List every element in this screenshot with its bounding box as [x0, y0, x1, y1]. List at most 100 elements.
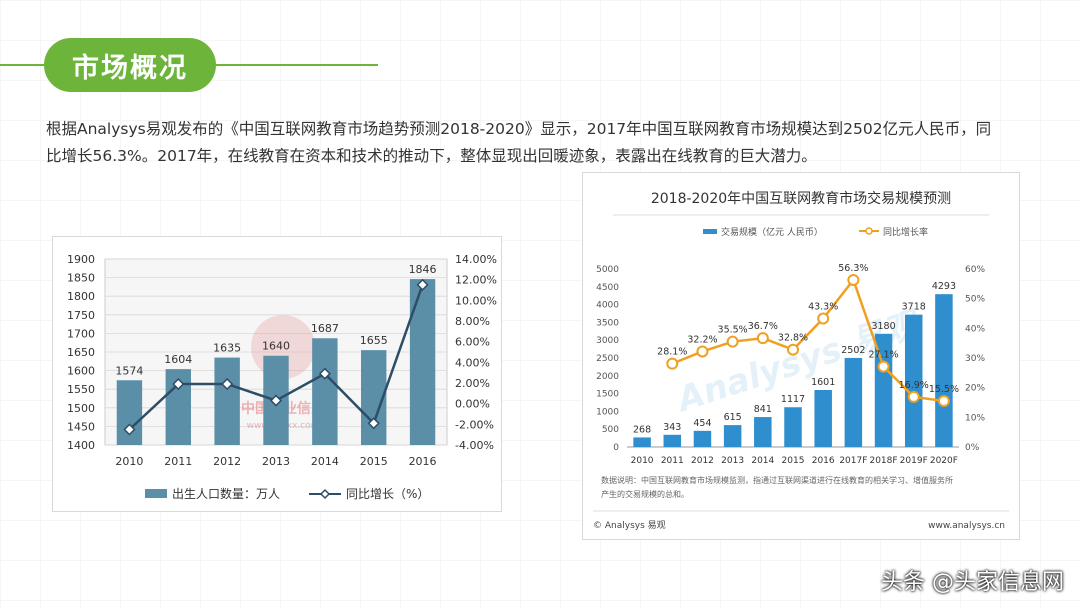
y-tick-label-left: 1000 [596, 407, 619, 417]
growth-line-point [817, 312, 830, 325]
x-tick-label: 2019F [900, 456, 928, 466]
y-tick-label-left: 1600 [67, 365, 95, 378]
y-tick-label-right: 0.00% [455, 398, 490, 411]
growth-line-point [847, 273, 860, 286]
bar-value-label: 1640 [262, 340, 290, 353]
y-tick-label-right: 0% [965, 443, 980, 453]
note-text: 产生的交易规模的总和。 [601, 489, 689, 499]
growth-line-point [367, 417, 380, 430]
growth-line-label: 36.7% [748, 321, 778, 332]
note-text: 数据说明：中国互联网教育市场规模监测，指通过互联网渠道进行在线教育的相关学习、增… [601, 475, 953, 485]
growth-line-point [221, 377, 234, 391]
growth-line-label: 16.9% [899, 380, 929, 391]
bar [935, 294, 953, 447]
y-tick-label-right: 20% [965, 384, 985, 394]
education-market-chart-panel: 2018-2020年中国互联网教育市场交易规模预测交易规模（亿元 人民币） 同比增… [582, 172, 1020, 540]
y-tick-label-left: 2500 [596, 354, 619, 364]
bar [844, 357, 863, 447]
legend-label-line: 同比增长率 [883, 226, 928, 238]
growth-line-point [877, 360, 890, 373]
growth-line-label: 56.3% [838, 263, 868, 274]
y-tick-label-left: 3500 [596, 318, 619, 328]
source-label: © Analysys 易观 [593, 520, 666, 531]
legend-swatch-line-marker [865, 227, 873, 235]
legend-label-bar: 交易规模（亿元 人民币） [721, 226, 823, 238]
growth-line-point [726, 335, 739, 348]
growth-line-point [937, 395, 950, 408]
bar-value-label: 1846 [409, 263, 437, 276]
y-tick-label-right: 12.00% [455, 274, 497, 287]
x-tick-label: 2016 [409, 455, 437, 468]
bar-value-label: 841 [754, 404, 772, 415]
x-tick-label: 2013 [721, 456, 744, 466]
legend-swatch-bar [703, 229, 717, 234]
growth-line-label: 43.3% [808, 302, 838, 313]
legend-swatch-bar [145, 489, 167, 498]
growth-line-point [269, 394, 283, 407]
y-tick-label-left: 1500 [596, 390, 619, 400]
y-tick-label-right: 14.00% [455, 253, 497, 266]
y-tick-label-right: 6.00% [455, 336, 490, 349]
bar [312, 338, 338, 445]
bar [693, 430, 712, 447]
x-tick-label: 2018F [869, 456, 897, 466]
growth-line-label: 28.1% [657, 347, 687, 358]
bar-value-label: 454 [693, 418, 711, 429]
x-tick-label: 2010 [631, 456, 654, 466]
legend-label-line: 同比增长（%） [346, 487, 429, 501]
bar-value-label: 1601 [811, 377, 835, 388]
bar-value-label: 615 [724, 412, 742, 423]
x-tick-label: 2013 [262, 455, 290, 468]
birth-population-chart: 中国出生人口数量走势分析1900185018001750170016501600… [67, 220, 497, 501]
y-tick-label-left: 1550 [67, 383, 95, 396]
y-tick-label-right: 4.00% [455, 356, 490, 369]
y-tick-label-left: 1650 [67, 346, 95, 359]
growth-line-label: 32.8% [778, 333, 808, 344]
bar [754, 417, 772, 447]
watermark-text: 头条 @头家信息网 [881, 570, 1064, 595]
bar-value-label: 3718 [902, 302, 926, 313]
bar [409, 279, 436, 445]
y-tick-label-right: 30% [965, 354, 985, 364]
bar-value-label: 1687 [311, 322, 339, 335]
growth-line-label: 32.2% [687, 334, 717, 345]
x-tick-label: 2011 [164, 455, 192, 468]
bar-value-label: 343 [663, 422, 681, 433]
y-tick-label-left: 1750 [67, 309, 95, 322]
x-tick-label: 2012 [691, 456, 714, 466]
y-tick-label-left: 4500 [596, 283, 619, 293]
x-tick-label: 2017F [839, 456, 867, 466]
bar-value-label: 1635 [213, 342, 241, 355]
bar-value-label: 1655 [360, 334, 388, 347]
bar-value-label: 3180 [871, 321, 895, 332]
intro-paragraph: 根据Analysys易观发布的《中国互联网教育市场趋势预测2018-2020》显… [46, 120, 992, 165]
bar [723, 425, 742, 447]
bar-value-label: 1117 [781, 394, 805, 405]
y-tick-label-right: -2.00% [455, 418, 494, 431]
page-title: 市场概况 [44, 38, 216, 92]
y-tick-label-left: 0 [613, 443, 619, 453]
y-tick-label-right: 50% [965, 295, 985, 305]
growth-line-label: 27.1% [868, 350, 898, 361]
bar-value-label: 1574 [115, 364, 143, 377]
y-tick-label-left: 4000 [596, 301, 619, 311]
bar [904, 314, 923, 447]
x-tick-label: 2010 [115, 455, 143, 468]
x-tick-label: 2014 [311, 455, 339, 468]
growth-line-point [318, 367, 331, 380]
growth-line [671, 277, 945, 403]
x-tick-label: 2020F [930, 456, 958, 466]
y-tick-label-left: 3000 [596, 336, 619, 346]
y-tick-label-right: 2.00% [455, 377, 490, 390]
bar [784, 407, 802, 447]
growth-line-point [696, 345, 709, 358]
bar-value-label: 4293 [932, 281, 956, 292]
y-tick-label-left: 1800 [67, 290, 95, 303]
y-tick-label-left: 1900 [67, 253, 95, 266]
growth-line-point [666, 357, 679, 370]
y-tick-label-right: 10.00% [455, 294, 497, 307]
chart-title: 2018-2020年中国互联网教育市场交易规模预测 [651, 190, 951, 207]
y-tick-label-left: 1500 [67, 402, 95, 415]
growth-line-label: 15.5% [929, 384, 959, 395]
y-tick-label-left: 1850 [67, 272, 95, 285]
